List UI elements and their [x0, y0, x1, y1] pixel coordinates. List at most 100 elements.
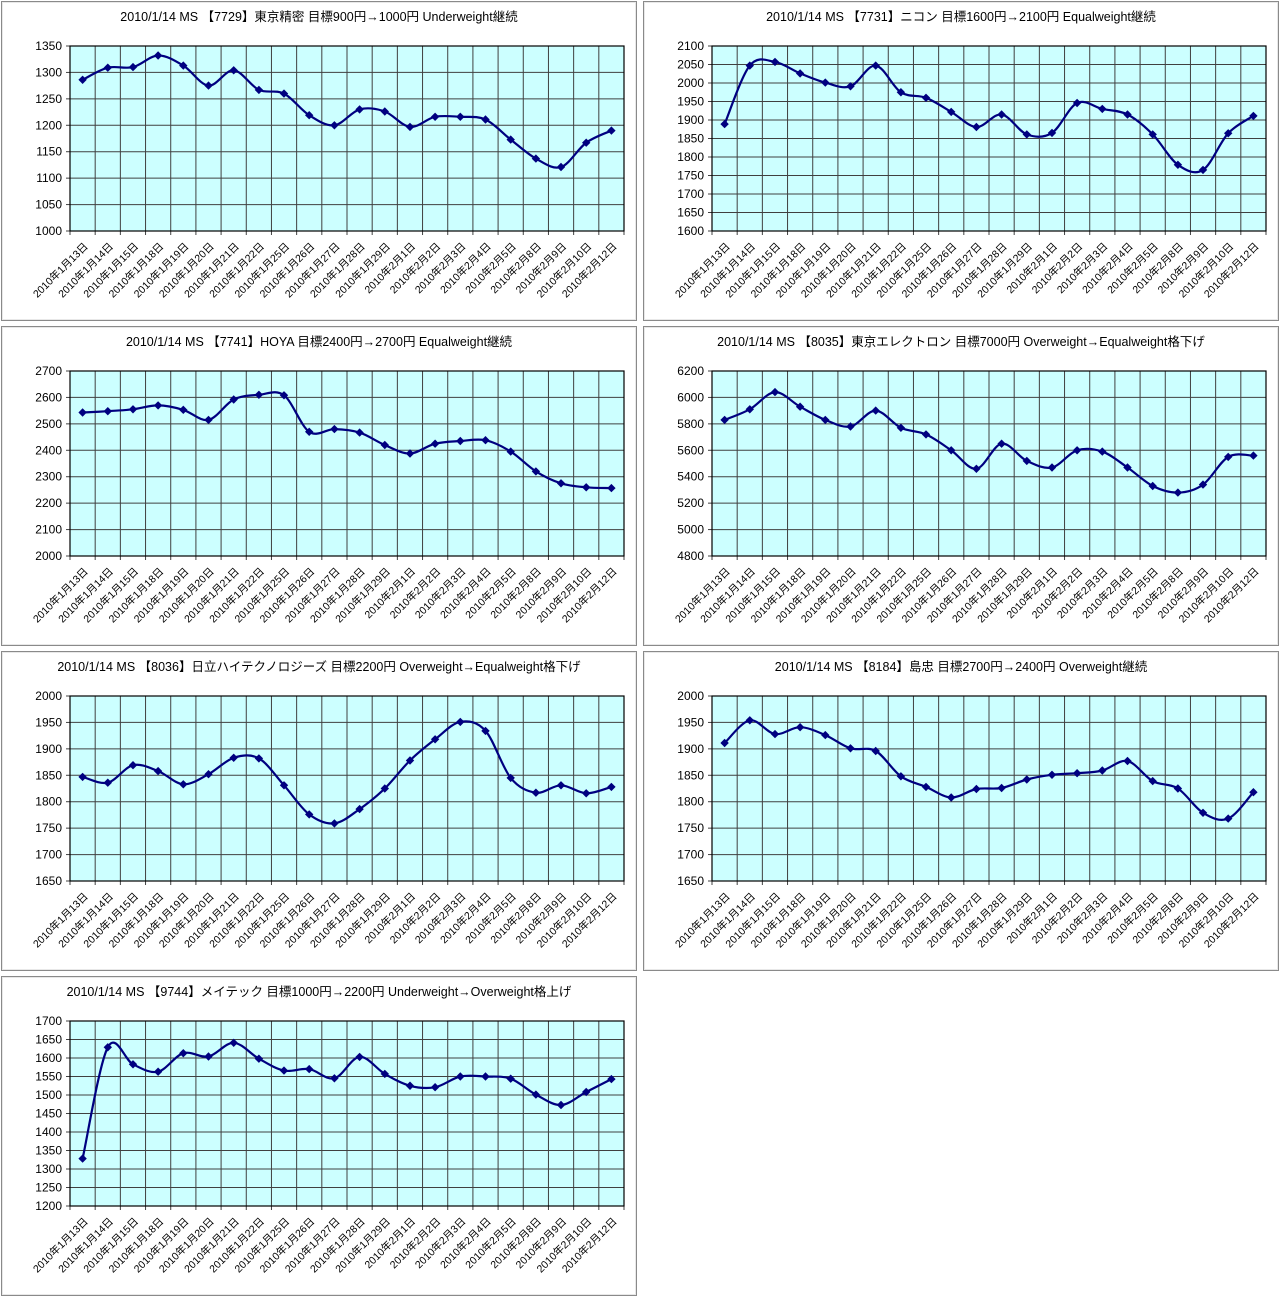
data-point-marker [380, 784, 389, 793]
y-tick-label: 1700 [677, 187, 704, 201]
y-tick-label: 1550 [35, 1070, 62, 1084]
y-tick-label: 1800 [677, 795, 704, 809]
y-tick-label: 6000 [677, 390, 704, 404]
data-point-marker [305, 427, 314, 436]
data-point-marker [1123, 110, 1132, 119]
data-point-marker [770, 57, 780, 67]
data-point-marker [947, 793, 956, 802]
y-tick-label: 1650 [677, 874, 704, 888]
y-tick-label: 1450 [35, 1107, 62, 1121]
plot-border [69, 370, 625, 557]
y-tick-label: 5800 [677, 417, 704, 431]
chart-canvas: 135013001250120011501100105010002010年1月1… [30, 39, 625, 300]
chart-panel-9744: 2010/1/14 MS 【9744】メイテック 目標1000円→2200円 U… [1, 976, 637, 1296]
y-tick-label: 1650 [35, 1033, 62, 1047]
data-point-marker [720, 415, 729, 425]
chart-canvas: 1700 1650 1600 1550 1500 1450 1400 1350 1300 1250… [30, 1014, 625, 1275]
y-tick-label: 1900 [677, 113, 704, 127]
data-point-marker [531, 154, 541, 163]
data-point-marker [279, 89, 289, 98]
y-tick-label: 1800 [677, 150, 704, 164]
y-tick-label: 1650 [35, 874, 62, 888]
data-point-marker [582, 138, 591, 147]
data-point-marker [430, 439, 440, 448]
data-point-marker [1148, 481, 1157, 491]
y-tick-label: 5200 [677, 496, 704, 510]
chart-canvas: 200019501900185018001750170016502010年1月1… [30, 689, 625, 950]
data-point-marker [846, 744, 855, 753]
plot-border [69, 45, 625, 232]
data-point-marker [430, 112, 440, 121]
data-point-marker [229, 395, 238, 404]
data-point-marker [1098, 766, 1107, 775]
data-point-marker [103, 63, 112, 72]
y-tick-label: 1950 [677, 95, 704, 109]
data-point-marker [204, 81, 213, 90]
chart-panel-8036: 2010/1/14 MS 【8036】日立ハイテクノロジーズ 目標2200円 O… [1, 651, 637, 971]
data-point-marker [582, 483, 591, 492]
data-point-marker [720, 738, 729, 748]
y-tick-label: 1900 [677, 742, 704, 756]
data-point-marker [456, 1072, 465, 1081]
data-point-marker [972, 784, 981, 794]
y-tick-label: 1000 [35, 224, 62, 238]
data-point-marker [481, 115, 490, 124]
y-tick-label: 1200 [35, 118, 62, 132]
data-point-marker [997, 783, 1006, 793]
data-point-marker [456, 436, 465, 446]
data-point-marker [1047, 463, 1057, 472]
y-tick-label: 2000 [677, 76, 704, 90]
data-point-marker [330, 424, 339, 434]
y-tick-label: 1950 [35, 715, 62, 729]
data-point-marker [1173, 488, 1183, 497]
data-point-marker [355, 1052, 364, 1062]
data-point-marker [78, 75, 87, 84]
y-tick-label: 1750 [677, 169, 704, 183]
y-tick-label: 1400 [35, 1125, 62, 1139]
data-point-marker [1249, 451, 1258, 460]
chart-title: 2010/1/14 MS 【7731】ニコン 目標1600円→2100円 Equ… [766, 10, 1156, 24]
data-point-marker [921, 93, 931, 102]
data-point-marker [204, 415, 213, 425]
y-tick-label: 2600 [35, 390, 62, 404]
y-tick-label: 1700 [35, 848, 62, 862]
data-point-marker [556, 1100, 566, 1110]
data-point-marker [405, 122, 415, 132]
plot-border [711, 370, 1267, 557]
y-tick-label: 2200 [35, 496, 62, 510]
data-point-marker [871, 746, 880, 756]
y-tick-label: 1300 [35, 65, 62, 79]
y-tick-label: 6200 [677, 364, 704, 378]
y-tick-label: 1750 [35, 821, 62, 835]
data-point-marker [229, 66, 238, 75]
y-tick-label: 1500 [35, 1088, 62, 1102]
data-point-marker [921, 430, 931, 439]
chart-title: 2010/1/14 MS 【8035】東京エレクトロン 目標7000円 Over… [717, 335, 1205, 349]
chart-title: 2010/1/14 MS 【8036】日立ハイテクノロジーズ 目標2200円 O… [57, 660, 581, 674]
y-tick-label: 5600 [677, 443, 704, 457]
y-tick-label: 1950 [677, 715, 704, 729]
data-point-marker [128, 62, 138, 72]
y-tick-label: 1700 [35, 1014, 62, 1028]
y-tick-label: 1850 [677, 132, 704, 146]
series-line [81, 391, 613, 490]
y-tick-label: 1700 [677, 848, 704, 862]
y-tick-label: 2700 [35, 364, 62, 378]
y-tick-label: 1900 [35, 742, 62, 756]
data-point-marker [103, 407, 112, 416]
y-tick-label: 1350 [35, 1144, 62, 1158]
y-tick-label: 5400 [677, 470, 704, 484]
data-point-marker [1123, 463, 1132, 472]
chart-title: 2010/1/14 MS 【8184】島忠 目標2700円→2400円 Over… [774, 660, 1148, 674]
data-point-marker [153, 401, 163, 410]
y-tick-label: 2100 [35, 523, 62, 537]
plot-border [69, 1020, 625, 1207]
data-point-marker [405, 1081, 415, 1090]
y-tick-label: 1200 [35, 1199, 62, 1213]
data-point-marker [380, 440, 389, 450]
data-point-marker [556, 162, 566, 172]
data-point-marker [556, 479, 566, 488]
data-point-marker [972, 464, 981, 473]
chart-canvas: 200019501900185018001750170016502010年1月1… [672, 689, 1267, 950]
data-point-marker [1047, 128, 1057, 138]
